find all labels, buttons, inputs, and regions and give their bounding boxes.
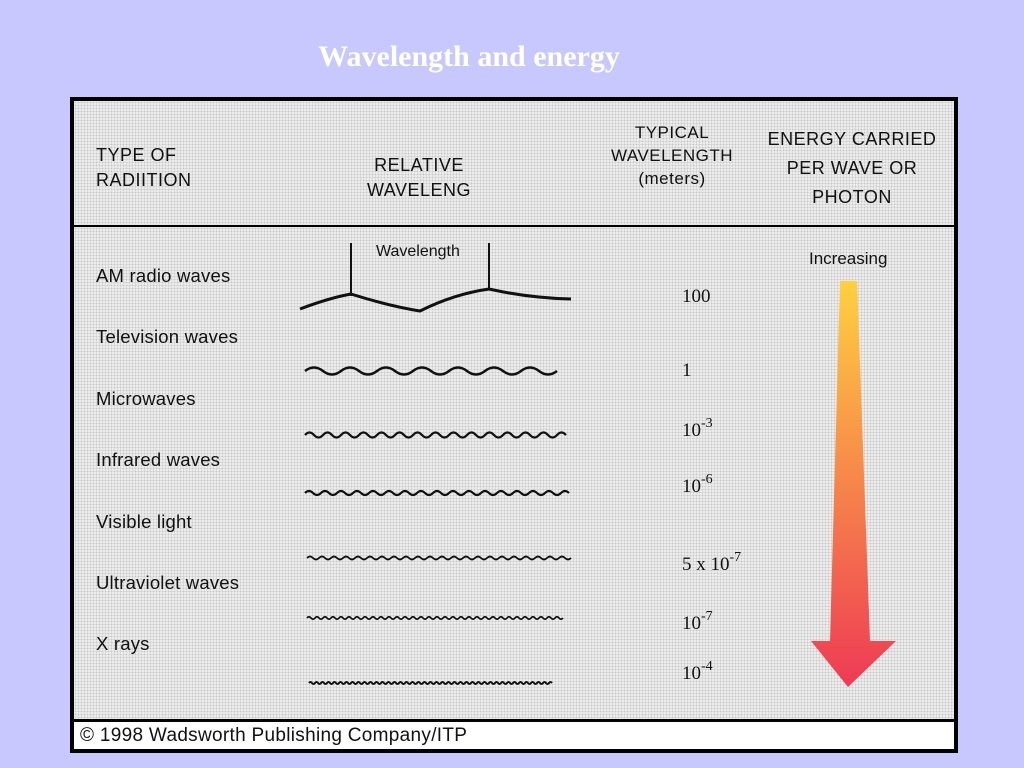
increasing-label: Increasing (809, 249, 888, 268)
wave-visible-light (306, 555, 572, 561)
wavelength-annotation: Wavelength (376, 243, 460, 260)
wavelength-value-visible-light: 5 x 10-7 (682, 549, 742, 575)
row-label-infrared: Infrared waves (96, 449, 221, 470)
wavelength-value-infrared: 10-6 (682, 471, 713, 497)
row-label-am-radio: AM radio waves (96, 265, 231, 286)
spectrum-diagram: TYPE OF RADIITION RELATIVE WAVELENG TYPI… (70, 97, 958, 753)
wave-infrared (304, 489, 570, 497)
slide-title: Wavelength and energy (318, 40, 620, 73)
wavelength-value-television: 1 (682, 360, 692, 381)
header-energy-per-photon: ENERGY CARRIED PER WAVE OR PHOTON (767, 129, 937, 207)
wavelength-value-x-rays: 10-4 (682, 658, 713, 684)
wave-microwaves (304, 431, 567, 439)
copyright-footer: © 1998 Wadsworth Publishing Company/ITP (74, 719, 954, 749)
wave-am-radio (299, 287, 572, 313)
wave-ultraviolet (306, 615, 564, 621)
row-label-ultraviolet: Ultraviolet waves (96, 572, 240, 593)
header-type-of-radiation: TYPE OF RADIITION (96, 145, 192, 190)
header-relative-wavelength: RELATIVE WAVELENG (366, 155, 472, 200)
row-label-x-rays: X rays (96, 633, 150, 654)
energy-arrow (811, 281, 896, 687)
row-label-television: Television waves (96, 326, 239, 347)
header-typical-wavelength: TYPICAL WAVELENGTH (meters) (610, 123, 734, 188)
row-label-visible-light: Visible light (96, 511, 192, 532)
wave-television (304, 366, 558, 376)
wavelength-value-ultraviolet: 10-7 (682, 608, 713, 634)
wave-x-rays (308, 681, 553, 685)
diagram-graphics (299, 243, 896, 687)
header-divider (74, 225, 954, 227)
wavelength-value-microwaves: 10-3 (682, 415, 713, 441)
copyright-text: © 1998 Wadsworth Publishing Company/ITP (80, 725, 468, 746)
row-label-microwaves: Microwaves (96, 388, 196, 409)
wavelength-value-am-radio: 100 (682, 286, 711, 307)
